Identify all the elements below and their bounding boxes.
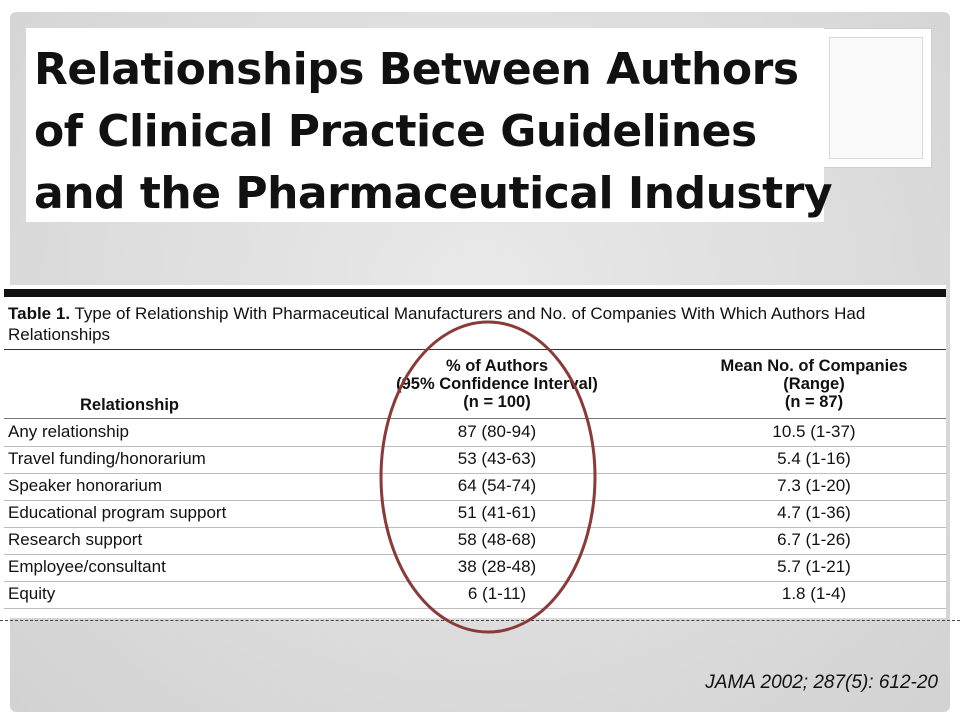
cell-relationship: Travel funding/honorarium bbox=[8, 449, 206, 468]
cell-relationship: Any relationship bbox=[8, 422, 129, 441]
cell-relationship: Equity bbox=[8, 584, 56, 603]
decorative-frame bbox=[820, 28, 932, 168]
cell-mean: 7.3 (1-20) bbox=[777, 476, 851, 495]
dashed-divider bbox=[0, 620, 960, 621]
table-row: Research support 58 (48-68) 6.7 (1-26) bbox=[4, 527, 946, 555]
cell-pct: 58 (48-68) bbox=[457, 530, 537, 549]
title-box: Relationships Between Authors of Clinica… bbox=[26, 28, 833, 222]
table-row: Equity 6 (1-11) 1.8 (1-4) bbox=[4, 581, 946, 609]
table-caption: Table 1. Type of Relationship With Pharm… bbox=[8, 303, 938, 345]
header-relationship: Relationship bbox=[80, 396, 180, 414]
cell-relationship: Research support bbox=[8, 530, 143, 549]
cell-relationship: Educational program support bbox=[8, 503, 227, 522]
header-pct-authors: % of Authors (95% Confidence Interval) (… bbox=[352, 357, 642, 411]
table-row: Educational program support 51 (41-61) 4… bbox=[4, 500, 946, 528]
title-line-3: and the Pharmaceutical Industry bbox=[34, 168, 833, 219]
table-caption-text: Type of Relationship With Pharmaceutical… bbox=[8, 304, 866, 344]
cell-mean: 6.7 (1-26) bbox=[777, 530, 851, 549]
cell-pct: 6 (1-11) bbox=[467, 584, 527, 603]
table-row: Travel funding/honorarium 53 (43-63) 5.4… bbox=[4, 446, 946, 474]
header-mean-companies: Mean No. of Companies (Range) (n = 87) bbox=[684, 357, 944, 411]
header-pct-line-1: % of Authors bbox=[445, 357, 549, 375]
table-label: Table 1. bbox=[8, 304, 71, 323]
header-mean-line-1: Mean No. of Companies bbox=[720, 357, 908, 375]
header-mean-line-2: (Range) bbox=[783, 375, 845, 393]
cell-mean: 4.7 (1-36) bbox=[777, 503, 851, 522]
cell-mean: 1.8 (1-4) bbox=[781, 584, 847, 603]
cell-pct: 38 (28-48) bbox=[457, 557, 537, 576]
header-mean-line-3: (n = 87) bbox=[784, 393, 844, 411]
cell-mean: 10.5 (1-37) bbox=[772, 422, 856, 441]
table-row: Any relationship 87 (80-94) 10.5 (1-37) bbox=[4, 419, 946, 447]
table-top-rule bbox=[4, 289, 946, 297]
cell-mean: 5.4 (1-16) bbox=[777, 449, 851, 468]
cell-pct: 64 (54-74) bbox=[457, 476, 537, 495]
cell-relationship: Speaker honorarium bbox=[8, 476, 163, 495]
title-line-2: of Clinical Practice Guidelines bbox=[34, 106, 757, 157]
table-figure: Table 1. Type of Relationship With Pharm… bbox=[4, 285, 946, 618]
citation-text: JAMA 2002; 287(5): 612-20 bbox=[705, 672, 938, 693]
header-pct-line-2: (95% Confidence Interval) bbox=[396, 375, 598, 393]
cell-pct: 53 (43-63) bbox=[457, 449, 537, 468]
cell-relationship: Employee/consultant bbox=[8, 557, 166, 576]
header-top-rule bbox=[4, 349, 946, 350]
title-line-1: Relationships Between Authors bbox=[34, 44, 799, 95]
cell-pct: 51 (41-61) bbox=[457, 503, 537, 522]
table-row: Employee/consultant 38 (28-48) 5.7 (1-21… bbox=[4, 554, 946, 582]
cell-pct: 87 (80-94) bbox=[457, 422, 537, 441]
header-pct-line-3: (n = 100) bbox=[463, 393, 531, 411]
cell-mean: 5.7 (1-21) bbox=[777, 557, 851, 576]
table-row: Speaker honorarium 64 (54-74) 7.3 (1-20) bbox=[4, 473, 946, 501]
